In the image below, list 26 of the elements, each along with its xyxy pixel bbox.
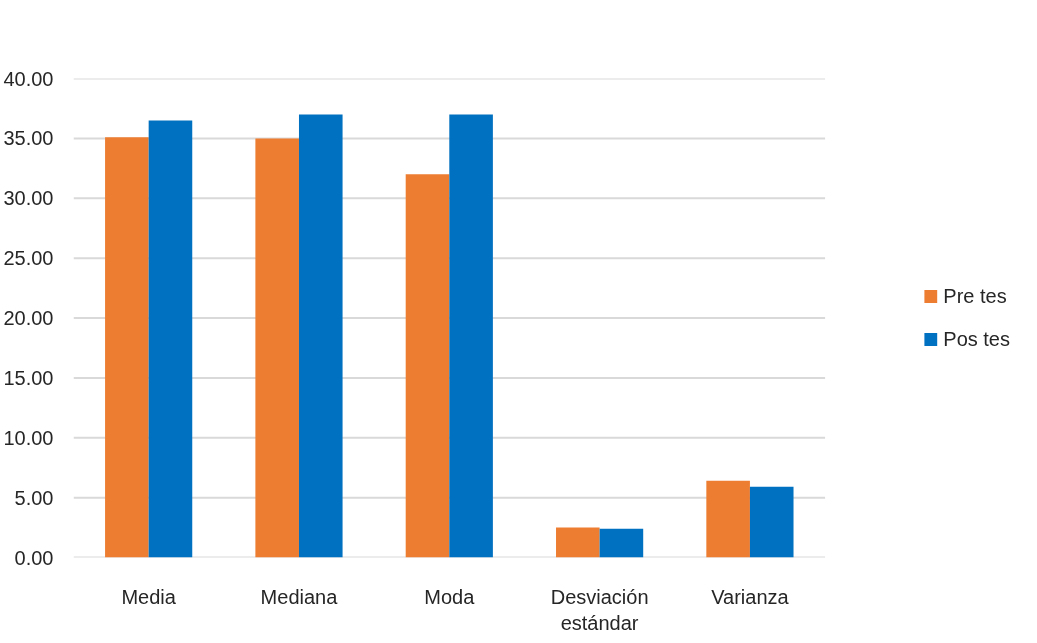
x-tick-label: Desviación estándar — [550, 585, 649, 634]
y-tick-label: 20.00 — [3, 307, 54, 329]
bar — [405, 174, 450, 558]
y-tick-label: 15.00 — [3, 366, 54, 389]
bar — [599, 528, 644, 558]
y-tick-label: 40.00 — [3, 67, 54, 90]
x-tick-label: Media — [121, 585, 177, 608]
y-tick-label: 25.00 — [3, 247, 54, 270]
y-tick-label: 0.00 — [14, 546, 54, 569]
y-tick-label: 10.00 — [3, 426, 54, 449]
bar — [449, 114, 493, 558]
x-tick-label: Varianza — [711, 585, 790, 608]
bar — [105, 137, 149, 558]
y-tick-label: 5.00 — [14, 486, 54, 509]
bar — [148, 120, 193, 558]
bar — [255, 138, 299, 558]
legend-label: Pre tes — [943, 284, 1007, 308]
legend-label: Pos tes — [943, 327, 1010, 351]
bar — [298, 114, 343, 558]
bar — [556, 527, 600, 558]
bar — [749, 486, 794, 558]
x-tick-label: Mediana — [260, 585, 339, 608]
y-tick-label: 35.00 — [3, 127, 54, 150]
bar — [706, 480, 750, 558]
x-tick-label: Moda — [424, 585, 476, 608]
y-tick-label: 30.00 — [3, 187, 54, 210]
